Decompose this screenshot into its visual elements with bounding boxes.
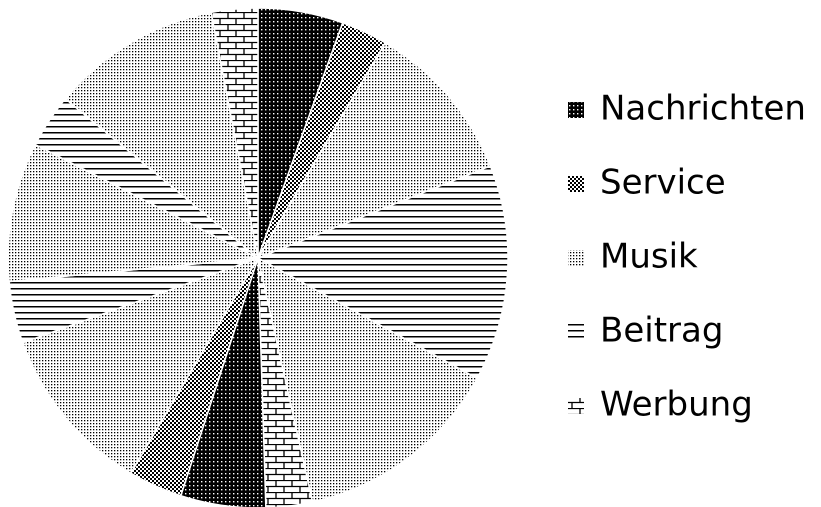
legend-label: Werbung: [600, 385, 753, 425]
pie: [7, 7, 509, 507]
legend-label: Nachrichten: [600, 89, 806, 129]
pie-slice: [21, 256, 260, 475]
pie-slice: [256, 256, 479, 503]
pie-slice: [256, 164, 509, 380]
pie-slice: [64, 11, 260, 260]
legend-swatch: [568, 102, 584, 118]
legend-label: Service: [600, 163, 726, 203]
pie-slice: [7, 143, 261, 283]
legend-label: Beitrag: [600, 311, 723, 351]
pie-slice: [210, 7, 259, 259]
legend-swatch: [568, 398, 584, 414]
pie-slice: [257, 257, 314, 507]
legend-label: Musik: [600, 237, 698, 277]
legend-swatch: [568, 250, 584, 266]
pie-slice: [256, 41, 492, 260]
legend-swatch: [568, 176, 584, 192]
legend-swatch: [568, 324, 584, 340]
legend: Nachrichten Service Musik Beitrag Werbung: [568, 89, 806, 425]
